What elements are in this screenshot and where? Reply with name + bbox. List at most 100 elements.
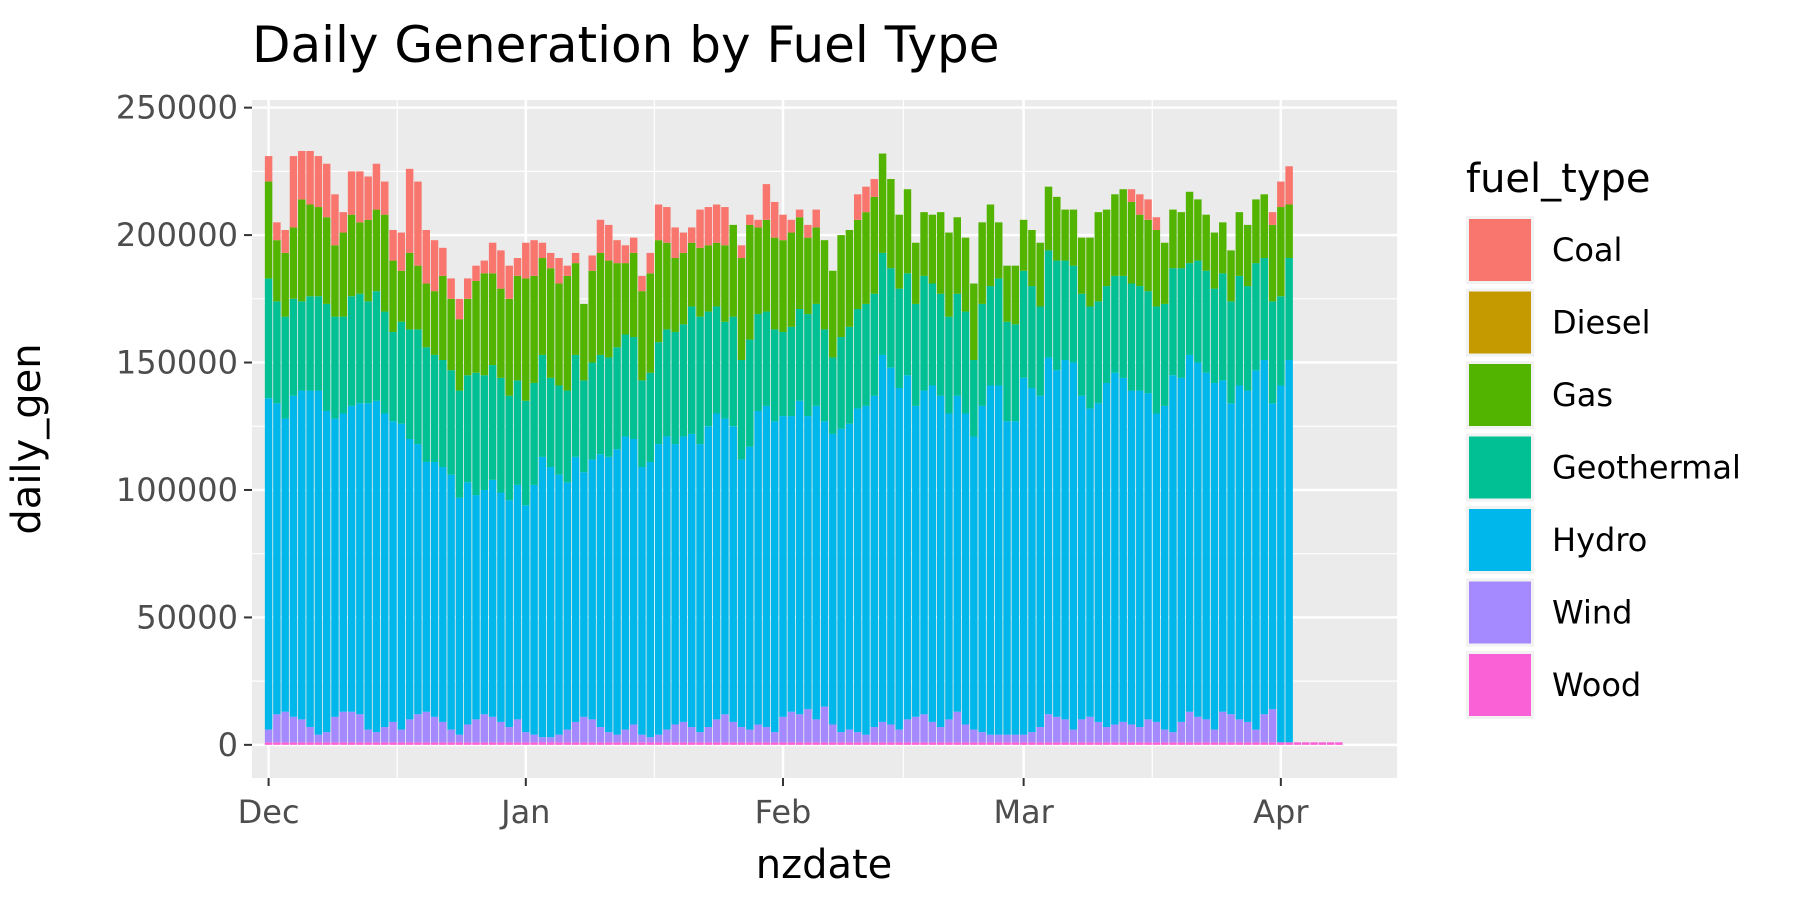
bar-segment-hydro	[961, 413, 970, 725]
bar-segment-gas	[1061, 209, 1069, 261]
bar-segment-gas	[654, 240, 663, 343]
bar-segment-wood	[314, 742, 323, 745]
bar-segment-wood	[961, 742, 970, 745]
bar-segment-hydro	[1210, 382, 1219, 730]
bar-segment-hydro	[837, 428, 845, 733]
bar-segment-hydro	[347, 405, 356, 712]
bar-segment-wind	[787, 711, 796, 743]
bar-segment-gas	[1185, 191, 1194, 264]
bar-segment-gas	[746, 224, 754, 340]
bar-segment-hydro	[762, 405, 771, 728]
bar-segment-wind	[696, 732, 704, 743]
bar-segment-geothermal	[571, 354, 580, 457]
bar-segment-geothermal	[1136, 286, 1144, 391]
bar-segment-coal	[298, 150, 306, 200]
bar-segment-wood	[995, 742, 1003, 745]
bar-segment-hydro	[1268, 403, 1277, 710]
legend-swatch-wood	[1469, 654, 1531, 716]
bar-segment-geothermal	[795, 309, 804, 401]
bar-segment-geothermal	[737, 359, 746, 460]
bar-segment-wind	[555, 734, 563, 743]
bar-segment-wind	[605, 732, 613, 743]
bar-segment-hydro	[746, 446, 754, 730]
bar-segment-coal	[770, 201, 779, 238]
bar-segment-coal	[339, 212, 348, 233]
bar-segment-wind	[580, 716, 588, 743]
bar-segment-wind	[546, 737, 555, 743]
bar-segment-gas	[920, 212, 928, 276]
bar-segment-coal	[1152, 217, 1161, 230]
bar-segment-wind	[1102, 727, 1111, 743]
bar-segment-gas	[679, 252, 688, 325]
y-tick-label: 200000	[116, 216, 238, 254]
bar-segment-gas	[870, 196, 879, 294]
bar-segment-wind	[829, 724, 837, 743]
bar-segment-gas	[1086, 237, 1094, 307]
bar-segment-coal	[522, 242, 530, 279]
bar-segment-hydro	[1169, 375, 1177, 733]
bar-segment-hydro	[936, 395, 945, 728]
bar-segment-geothermal	[447, 370, 455, 475]
bar-segment-hydro	[953, 395, 961, 712]
bar-segment-geothermal	[1227, 301, 1235, 404]
bar-segment-wind	[522, 732, 530, 743]
bar-segment-gas	[895, 214, 903, 289]
bar-segment-geothermal	[936, 293, 945, 396]
bar-segment-coal	[422, 229, 430, 284]
bar-segment-geothermal	[414, 329, 422, 445]
bar-segment-wood	[671, 742, 679, 745]
bar-segment-coal	[571, 252, 580, 264]
bar-segment-coal	[1127, 189, 1136, 202]
bar-segment-wind	[887, 724, 895, 743]
bar-segment-wind	[289, 716, 298, 743]
bar-segment-wood	[895, 742, 903, 745]
bar-segment-coal	[621, 245, 630, 264]
bar-segment-wood	[463, 742, 472, 745]
bar-segment-hydro	[629, 439, 638, 725]
bar-segment-hydro	[488, 479, 497, 717]
bar-segment-wind	[1202, 719, 1210, 743]
bar-segment-hydro	[812, 405, 820, 720]
bar-segment-coal	[364, 176, 372, 220]
bar-segment-geothermal	[463, 375, 472, 483]
bar-segment-wind	[912, 716, 920, 743]
bar-segment-geothermal	[1077, 293, 1086, 396]
bar-segment-wood	[472, 742, 480, 745]
bar-segment-geothermal	[970, 359, 978, 437]
bar-segment-gas	[795, 217, 804, 310]
bar-segment-gas	[281, 252, 289, 317]
bar-segment-wood	[679, 742, 688, 745]
bar-segment-wood	[862, 742, 870, 745]
bar-segment-gas	[497, 288, 505, 378]
bar-segment-wind	[1185, 711, 1194, 743]
bar-segment-wind	[1235, 719, 1244, 743]
bar-segment-wood	[538, 742, 547, 745]
bars	[264, 150, 1343, 745]
bar-segment-hydro	[372, 400, 381, 733]
bar-segment-wood	[298, 742, 306, 745]
bar-segment-hydro	[654, 444, 663, 735]
bar-segment-coal	[555, 258, 563, 284]
bar-segment-gas	[812, 227, 820, 304]
bar-segment-wind	[447, 729, 455, 743]
bar-segment-hydro	[646, 461, 654, 738]
bar-segment-hydro	[1102, 382, 1111, 728]
bar-segment-wind	[397, 729, 406, 743]
bar-segment-wind	[1177, 721, 1186, 743]
bar-segment-hydro	[1028, 388, 1036, 733]
bar-segment-coal	[472, 265, 480, 281]
legend-label-hydro: Hydro	[1552, 521, 1647, 559]
bar-segment-coal	[613, 240, 621, 264]
bar-segment-hydro	[364, 403, 372, 730]
bar-segment-gas	[447, 298, 455, 371]
bar-segment-geothermal	[1152, 306, 1161, 414]
bar-segment-geothermal	[1277, 296, 1285, 386]
bar-segment-wind	[721, 714, 729, 743]
bar-segment-wind	[795, 714, 804, 743]
bar-segment-geothermal	[555, 385, 563, 475]
bar-segment-gas	[522, 278, 530, 401]
bar-segment-hydro	[1127, 390, 1136, 725]
legend-label-geothermal: Geothermal	[1552, 449, 1741, 487]
y-axis-title: daily_gen	[4, 343, 50, 534]
bar-segment-geothermal	[721, 321, 729, 419]
